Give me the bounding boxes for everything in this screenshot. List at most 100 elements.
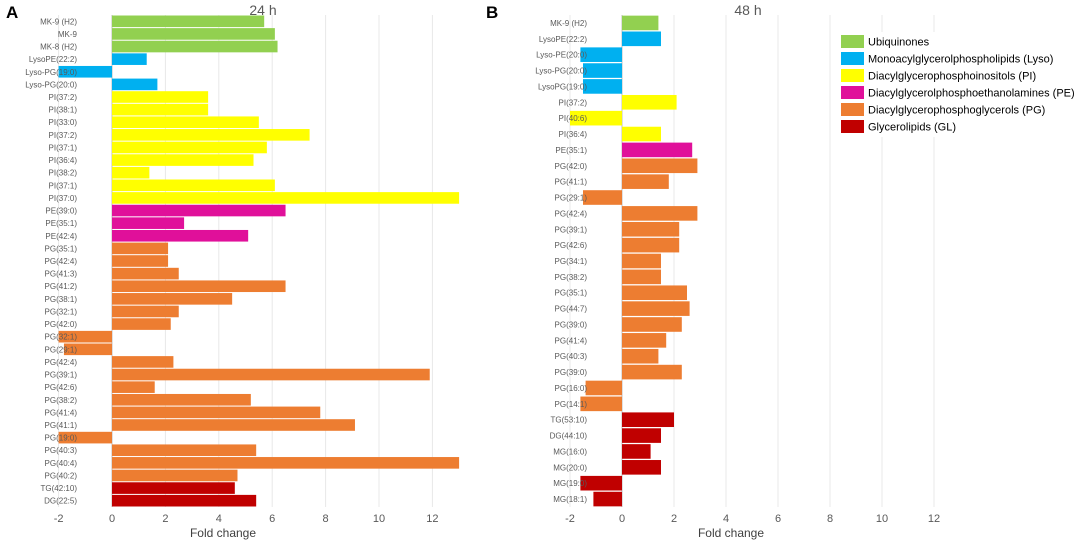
bar	[622, 333, 667, 348]
bar	[622, 317, 682, 332]
bar	[622, 285, 687, 301]
category-label: DG(22:5)	[44, 497, 77, 506]
category-label: MK-9	[58, 30, 78, 39]
category-label: PI(37:2)	[49, 93, 78, 102]
bar	[622, 158, 698, 174]
category-label: PG(42:6)	[555, 241, 588, 250]
bar	[112, 469, 238, 482]
bar	[580, 47, 622, 62]
x-tick-label: 2	[671, 513, 677, 525]
bar	[112, 28, 275, 40]
bar	[112, 356, 174, 368]
x-tick-label: 6	[775, 513, 781, 525]
bar	[580, 396, 622, 412]
bar	[112, 255, 169, 267]
category-label: PI(37:2)	[49, 131, 78, 140]
bar	[112, 204, 286, 217]
panel-b-title: 48 h	[734, 2, 761, 18]
bar	[583, 79, 622, 94]
category-label: PI(37:1)	[49, 181, 78, 190]
legend-swatch	[841, 120, 864, 133]
category-label: PG(39:1)	[45, 371, 78, 380]
x-tick-label: 2	[162, 513, 168, 525]
legend-label: Diacylglycerophosphoinositols (PI)	[868, 71, 1036, 83]
bar	[622, 364, 682, 380]
x-tick-label: -2	[565, 513, 575, 525]
bar	[58, 431, 112, 444]
legend-swatch	[841, 103, 864, 116]
bar	[622, 94, 677, 110]
category-label: PG(44:7)	[555, 305, 588, 314]
bar	[112, 53, 147, 65]
x-tick-label: 10	[876, 513, 888, 525]
category-label: PG(42:6)	[45, 383, 78, 392]
category-label: MG(19:0)	[553, 479, 587, 488]
legend-label: Diacylglycerolphosphoethanolamines (PE)	[868, 88, 1075, 100]
category-label: PG(41:4)	[45, 408, 78, 417]
bar	[622, 221, 680, 237]
panel-a-letter: A	[6, 3, 18, 22]
category-label: PE(42:4)	[45, 232, 77, 241]
category-label: PI(33:0)	[49, 118, 78, 127]
bar	[112, 482, 235, 494]
category-label: Lyso-PG(20:0)	[535, 67, 587, 76]
panel-a-bars	[58, 15, 460, 507]
category-label: PG(41:3)	[45, 270, 78, 279]
category-label: PG(14:1)	[555, 400, 588, 409]
category-label: PG(40:3)	[45, 446, 78, 455]
bar	[583, 190, 622, 205]
category-label: TG(42:10)	[41, 484, 78, 493]
bar	[112, 179, 275, 192]
category-label: PI(36:4)	[49, 156, 78, 165]
x-tick-label: 4	[723, 513, 729, 525]
category-label: PG(41:1)	[555, 178, 588, 187]
bar	[63, 343, 112, 356]
legend-label: Glycerolipids (GL)	[868, 122, 956, 134]
bar	[112, 192, 460, 204]
category-label: PI(37:1)	[49, 143, 78, 152]
panel-a-category-labels: MK-9 (H2) MK-9 MK-8 (H2) LysoPE(22:2) Lyso-P…	[25, 17, 77, 505]
category-label: PG(40:4)	[45, 459, 78, 468]
panel-a-x-axis-label: Fold change	[190, 526, 256, 540]
category-label: PI(38:2)	[49, 169, 78, 178]
category-label: PG(39:0)	[555, 320, 588, 329]
bar	[622, 31, 661, 47]
bar	[622, 15, 659, 31]
bar	[593, 491, 622, 507]
category-label: PG(42:4)	[555, 209, 588, 218]
bar	[622, 142, 693, 158]
category-label: PE(35:1)	[45, 219, 77, 228]
category-label: MG(16:0)	[553, 447, 587, 456]
bar	[622, 126, 661, 142]
category-label: MG(20:0)	[553, 463, 587, 472]
category-label: PG(39:1)	[555, 225, 588, 234]
bar	[580, 475, 622, 491]
bar	[112, 141, 267, 154]
legend-swatch	[841, 86, 864, 99]
x-tick-label: 4	[216, 513, 222, 525]
category-label: PG(38:2)	[555, 273, 588, 282]
category-label: PG(32:1)	[45, 307, 78, 316]
legend-swatch	[841, 69, 864, 82]
category-label: MK-9 (H2)	[40, 17, 77, 26]
bar	[112, 444, 257, 457]
category-label: PG(38:1)	[45, 295, 78, 304]
x-tick-label: 0	[109, 513, 115, 525]
x-tick-label: 6	[269, 513, 275, 525]
bar	[58, 65, 112, 78]
bar	[112, 318, 171, 330]
category-label: PG(32:1)	[45, 333, 78, 342]
category-label: PG(29:1)	[555, 194, 588, 203]
legend: Ubiquinones Monoacylglycerolphospholipids…	[837, 32, 1075, 137]
bar	[112, 381, 155, 393]
bar	[112, 494, 257, 507]
bar	[112, 116, 259, 129]
panel-b-x-axis-label: Fold change	[698, 526, 764, 540]
category-label: PG(41:1)	[45, 421, 78, 430]
bar	[622, 269, 661, 285]
bar	[622, 206, 698, 221]
category-label: PG(38:2)	[45, 396, 78, 405]
category-label: PI(37:2)	[559, 98, 588, 107]
panel-a: A 24 h MK-9 (H2) MK-9 MK-8 (H2) LysoPE(22:2…	[6, 2, 460, 540]
